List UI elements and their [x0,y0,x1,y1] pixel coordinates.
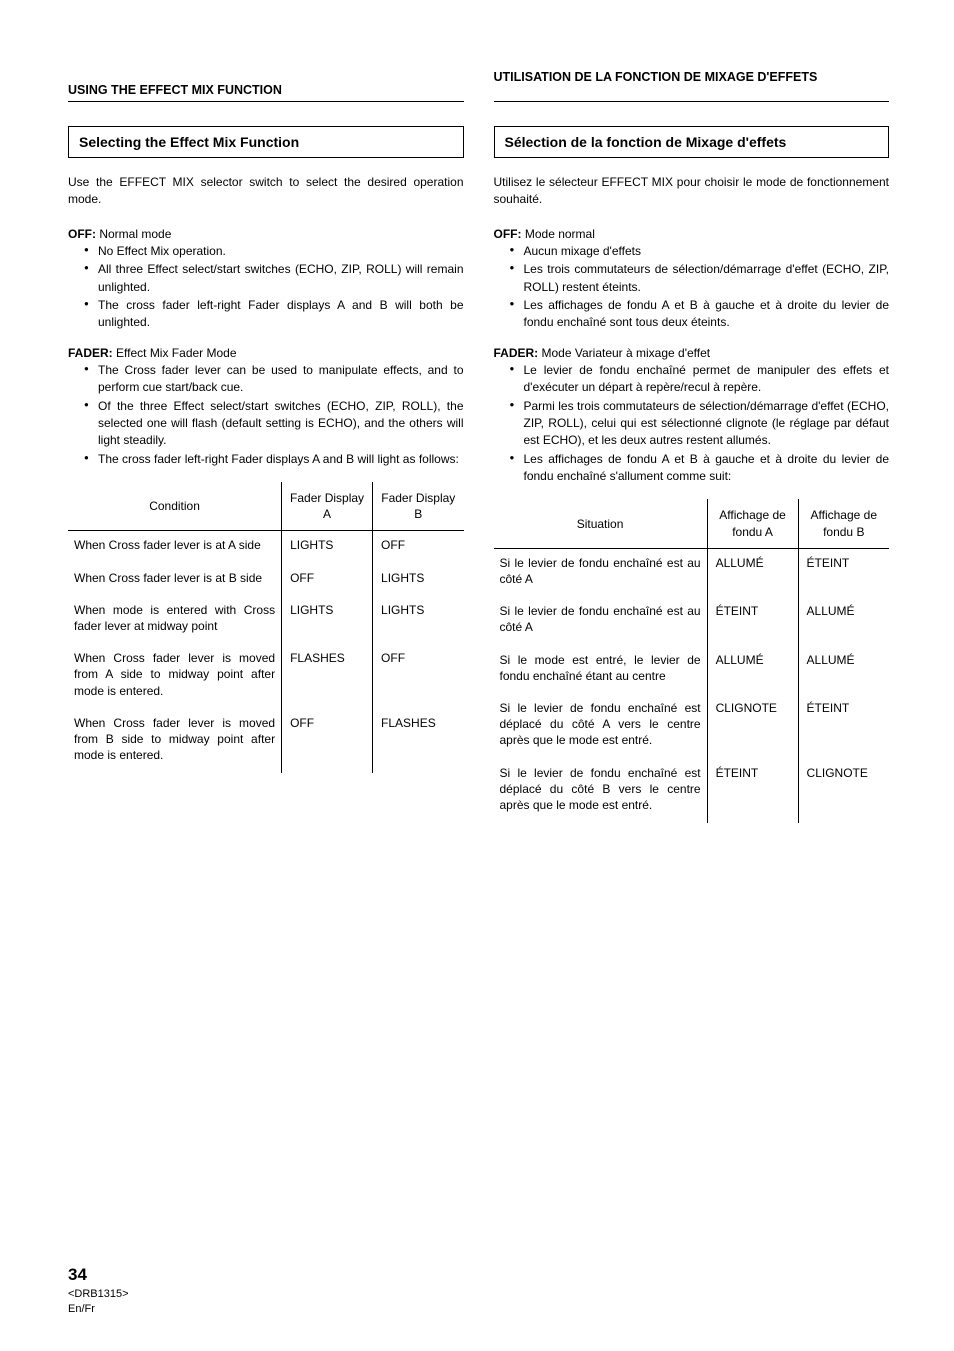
fader-block-right: FADER: Mode Variateur à mixage d'effet L… [494,346,890,486]
table-row: When Cross fader lever is moved from A s… [68,644,464,709]
list-item: All three Effect select/start switches (… [88,261,464,296]
list-item: Les affichages de fondu A et B à gauche … [514,451,890,486]
th-display-a: Fader Display A [282,482,373,531]
table-row: Si le levier de fondu enchaîné est dépla… [494,694,890,759]
list-item: The Cross fader lever can be used to man… [88,362,464,397]
box-title-left: Selecting the Effect Mix Function [68,126,464,158]
fader-desc-r: Mode Variateur à mixage d'effet [542,346,711,360]
off-bullets-right: Aucun mixage d'effets Les trois commutat… [494,243,890,332]
list-item: No Effect Mix operation. [88,243,464,260]
fader-block-left: FADER: Effect Mix Fader Mode The Cross f… [68,346,464,468]
right-column: UTILISATION DE LA FONCTION DE MIXAGE D'E… [494,70,890,823]
fader-bullets-right: Le levier de fondu enchaîné permet de ma… [494,362,890,486]
off-label-line: OFF: Normal mode [68,227,464,241]
fader-bullets-left: The Cross fader lever can be used to man… [68,362,464,468]
left-column: USING THE EFFECT MIX FUNCTION Selecting … [68,70,464,823]
th-affichage-a: Affichage de fondu A [707,499,798,548]
table-row: Si le levier de fondu enchaîné est au cô… [494,597,890,645]
th-affichage-b: Affichage de fondu B [798,499,889,548]
list-item: Of the three Effect select/start switche… [88,398,464,450]
fader-table-left: Condition Fader Display A Fader Display … [68,482,464,773]
fader-label-line-r: FADER: Mode Variateur à mixage d'effet [494,346,890,360]
off-label-line-r: OFF: Mode normal [494,227,890,241]
list-item: The cross fader left-right Fader display… [88,451,464,468]
fader-label: FADER: [68,346,113,360]
off-desc-r: Mode normal [525,227,595,241]
list-item: Les trois commutateurs de sélection/déma… [514,261,890,296]
list-item: Aucun mixage d'effets [514,243,890,260]
lang-code: En/Fr [68,1302,129,1317]
list-item: Parmi les trois commutateurs de sélectio… [514,398,890,450]
list-item: Les affichages de fondu A et B à gauche … [514,297,890,332]
off-desc: Normal mode [99,227,171,241]
table-body-right: Si le levier de fondu enchaîné est au cô… [494,548,890,823]
table-row: When Cross fader lever is moved from B s… [68,709,464,774]
th-situation: Situation [494,499,708,548]
intro-left: Use the EFFECT MIX selector switch to se… [68,174,464,209]
th-condition: Condition [68,482,282,531]
table-row: Si le levier de fondu enchaîné est au cô… [494,548,890,597]
table-row: When mode is entered with Cross fader le… [68,596,464,644]
off-block-right: OFF: Mode normal Aucun mixage d'effets L… [494,227,890,332]
fader-label-r: FADER: [494,346,539,360]
section-header-right: UTILISATION DE LA FONCTION DE MIXAGE D'E… [494,70,890,102]
fader-table-right: Situation Affichage de fondu A Affichage… [494,499,890,823]
table-row: When Cross fader lever is at A sideLIGHT… [68,531,464,564]
off-block-left: OFF: Normal mode No Effect Mix operation… [68,227,464,332]
off-bullets-left: No Effect Mix operation. All three Effec… [68,243,464,332]
fader-desc: Effect Mix Fader Mode [116,346,237,360]
intro-right: Utilisez le sélecteur EFFECT MIX pour ch… [494,174,890,209]
table-body-left: When Cross fader lever is at A sideLIGHT… [68,531,464,773]
table-row: Si le levier de fondu enchaîné est dépla… [494,759,890,824]
th-display-b: Fader Display B [373,482,464,531]
list-item: Le levier de fondu enchaîné permet de ma… [514,362,890,397]
off-label-r: OFF: [494,227,522,241]
table-row: When Cross fader lever is at B sideOFFLI… [68,564,464,596]
table-row: Si le mode est entré, le levier de fondu… [494,646,890,694]
doc-code: <DRB1315> [68,1287,129,1302]
box-title-right: Sélection de la fonction de Mixage d'eff… [494,126,890,158]
list-item: The cross fader left-right Fader display… [88,297,464,332]
fader-label-line: FADER: Effect Mix Fader Mode [68,346,464,360]
page-number: 34 [68,1264,129,1287]
page-footer: 34 <DRB1315> En/Fr [68,1264,129,1317]
section-header-text: USING THE EFFECT MIX FUNCTION [68,83,282,97]
section-header-left: USING THE EFFECT MIX FUNCTION [68,70,464,102]
off-label: OFF: [68,227,96,241]
